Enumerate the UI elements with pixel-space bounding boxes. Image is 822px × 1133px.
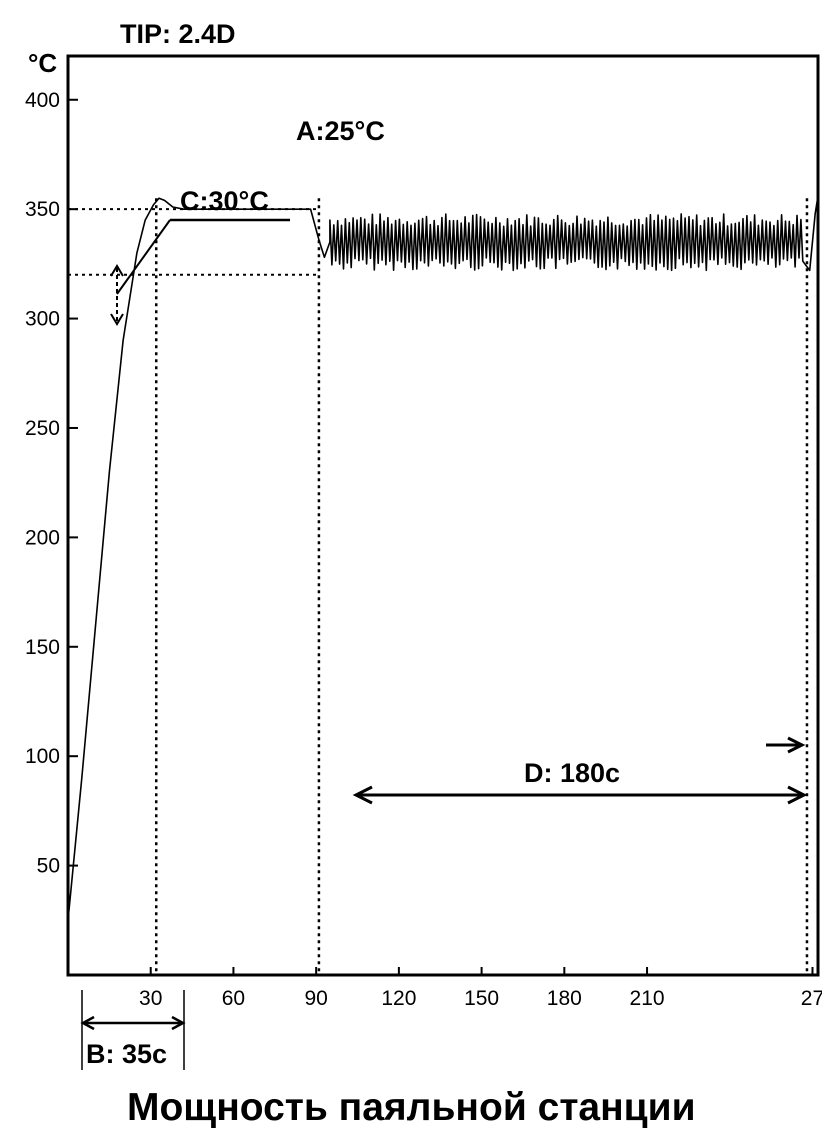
x-tick-label: 90 (304, 987, 327, 1010)
annotation-c-arrowhead-down (110, 313, 124, 326)
x-tick-label: 180 (547, 987, 582, 1010)
x-tick-label: 150 (464, 987, 499, 1010)
annotation-a: A:25°C (296, 116, 385, 146)
y-tick-label: 250 (25, 417, 60, 440)
x-tick-label: 210 (630, 987, 665, 1010)
y-tick-label: 50 (37, 855, 60, 878)
annotation-end-arrowhead (787, 736, 806, 754)
y-axis: 50 100 150 200 250 300 350 400 (25, 89, 78, 878)
annotation-c: C:30°C (180, 186, 269, 216)
annotation-b: B: 35c (86, 1039, 167, 1069)
annotation-c-arrowhead-up (110, 264, 124, 277)
annotation-b-arrowhead-left (80, 1015, 95, 1031)
annotation-d: D: 180c (524, 758, 620, 788)
x-tick-label: 30 (139, 987, 162, 1010)
reference-lines (68, 198, 820, 975)
x-tick-label: 27 (801, 987, 822, 1010)
x-tick-label: 60 (222, 987, 245, 1010)
x-tick-label: 120 (381, 987, 416, 1010)
y-tick-label: 100 (25, 745, 60, 768)
series-layer (67, 195, 819, 921)
y-tick-label: 400 (25, 89, 60, 112)
annotation-d-arrowhead-left (352, 785, 373, 805)
y-tick-label: 150 (25, 636, 60, 659)
annotation-c-leader (116, 219, 171, 295)
chart-title: TIP: 2.4D (120, 19, 236, 49)
y-unit-label: °C (28, 48, 57, 78)
x-axis: 30 60 90 120 150 180 210 27 (139, 967, 822, 1010)
temperature-series-line (67, 195, 819, 921)
chart-caption: Мощность паяльной станции (127, 1086, 696, 1129)
y-tick-label: 350 (25, 198, 60, 221)
annotation-d-arrowhead-right (787, 785, 808, 805)
y-tick-label: 300 (25, 308, 60, 331)
y-tick-label: 200 (25, 526, 60, 549)
annotation-b-arrowhead-right (171, 1015, 186, 1031)
